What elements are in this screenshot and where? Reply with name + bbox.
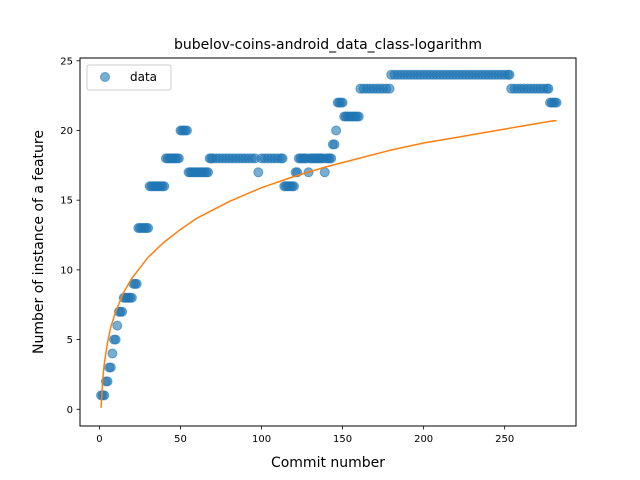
data-point bbox=[504, 69, 515, 80]
data-point bbox=[319, 167, 330, 178]
plot-area bbox=[96, 69, 562, 408]
data-point bbox=[277, 153, 288, 164]
data-point bbox=[181, 125, 192, 136]
y-tick-label: 10 bbox=[60, 265, 73, 276]
x-axis: 0 50 100 150 200 250 bbox=[96, 426, 514, 445]
x-axis-label: Commit number bbox=[271, 455, 385, 471]
y-tick-label: 0 bbox=[67, 405, 73, 416]
data-point bbox=[326, 153, 337, 164]
data-point bbox=[102, 376, 113, 387]
fit-line bbox=[100, 119, 557, 408]
data-point bbox=[331, 125, 342, 136]
legend: data bbox=[86, 64, 172, 91]
data-point bbox=[159, 181, 170, 192]
data-point bbox=[143, 223, 154, 234]
data-point bbox=[107, 348, 118, 359]
data-point bbox=[253, 167, 264, 178]
chart-title: bubelov-coins-android_data_class-logarit… bbox=[174, 37, 482, 53]
data-point bbox=[551, 97, 562, 108]
data-point bbox=[173, 153, 184, 164]
data-point bbox=[110, 334, 121, 345]
y-tick-label: 15 bbox=[60, 196, 73, 207]
y-axis-label: Number of instance of a feature bbox=[31, 130, 47, 354]
y-tick-label: 20 bbox=[60, 126, 73, 137]
x-tick-label: 150 bbox=[333, 434, 352, 445]
x-tick-label: 100 bbox=[252, 434, 271, 445]
data-point bbox=[203, 167, 214, 178]
data-point bbox=[126, 292, 137, 303]
y-tick-label: 25 bbox=[60, 56, 73, 67]
x-tick-label: 0 bbox=[96, 434, 102, 445]
data-point bbox=[105, 362, 116, 373]
legend-label-data: data bbox=[130, 70, 157, 84]
x-tick-label: 250 bbox=[495, 434, 514, 445]
data-point bbox=[543, 83, 554, 94]
y-tick-label: 5 bbox=[67, 335, 73, 346]
data-point bbox=[131, 278, 142, 289]
data-point bbox=[337, 97, 348, 108]
data-point bbox=[384, 83, 395, 94]
x-tick-label: 50 bbox=[174, 434, 187, 445]
plot-frame bbox=[79, 57, 577, 427]
data-point bbox=[112, 320, 123, 331]
data-point bbox=[353, 111, 364, 122]
legend-marker-data bbox=[100, 72, 110, 82]
y-axis: 0 5 10 15 20 25 bbox=[60, 56, 80, 416]
data-point bbox=[329, 139, 340, 150]
legend-box bbox=[86, 64, 172, 91]
data-point bbox=[288, 181, 299, 192]
x-tick-label: 200 bbox=[414, 434, 433, 445]
data-point bbox=[117, 306, 128, 317]
